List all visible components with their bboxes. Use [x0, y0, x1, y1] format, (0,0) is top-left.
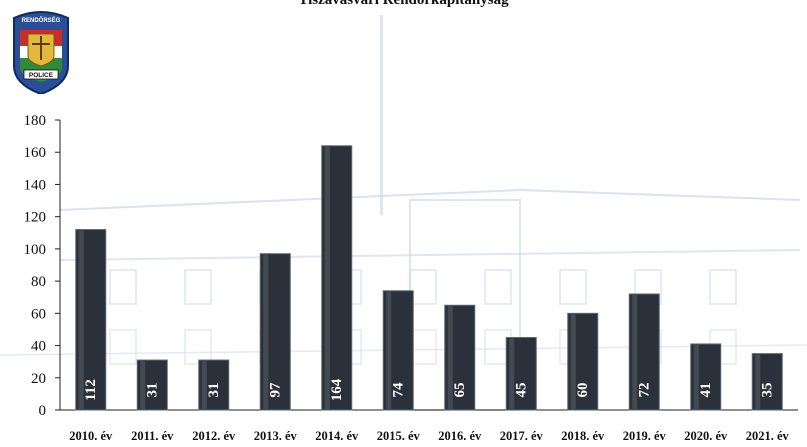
- bar-value-label: 31: [206, 383, 222, 398]
- sketch-window: [709, 269, 737, 305]
- sketch-roofline: [59, 188, 801, 211]
- y-tick-label: 160: [24, 145, 47, 161]
- bar-highlight: [78, 230, 84, 409]
- x-tick-label: 2011. év: [131, 429, 174, 443]
- bar-value-label: 31: [144, 383, 160, 398]
- bar-highlight: [140, 361, 146, 409]
- bar: [382, 290, 414, 411]
- bar-highlight: [632, 295, 638, 409]
- bar-highlight: [386, 291, 392, 409]
- x-tick-label: 2020. év: [684, 429, 728, 443]
- x-tick-label: 2016. év: [438, 429, 482, 443]
- bar: [444, 304, 476, 411]
- bar-value-label: 65: [452, 383, 468, 398]
- sketch-window: [409, 269, 437, 305]
- y-tick-label: 40: [31, 339, 46, 355]
- y-tick-label: 120: [24, 210, 47, 226]
- bar-value-label: 41: [698, 383, 714, 398]
- y-axis-labels: 0 20 40 60 80 100 120 140 160 180: [24, 113, 47, 419]
- bar-highlight: [263, 254, 269, 409]
- bar-highlight: [755, 354, 761, 409]
- x-tick-label: 2019. év: [623, 429, 667, 443]
- bar-series: 112 31 31 97 164 74 65 45 60 72 41 35: [75, 145, 783, 411]
- bar: [198, 359, 230, 411]
- bar: [628, 293, 660, 411]
- bar-value-label: 74: [390, 382, 406, 398]
- bar-value-label: 164: [329, 378, 345, 401]
- bar-value-label: 45: [513, 383, 529, 398]
- svg-text:RENDŐRSÉG: RENDŐRSÉG: [22, 16, 61, 24]
- bar: [567, 312, 599, 411]
- police-logo: RENDŐRSÉG POLICE: [13, 11, 69, 94]
- sketch-window: [184, 329, 212, 365]
- x-tick-label: 2010. év: [69, 429, 113, 443]
- bar: [321, 145, 353, 411]
- x-tick-label: 2012. év: [192, 429, 236, 443]
- bar: [136, 359, 168, 411]
- sketch-window: [109, 329, 137, 365]
- y-tick-label: 180: [24, 113, 47, 129]
- sketch-window: [109, 269, 137, 305]
- bar-highlight: [509, 338, 515, 409]
- x-axis-labels: 2010. év 2011. év 2012. év 2013. év 2014. év…: [69, 429, 789, 443]
- bar-highlight: [201, 361, 207, 409]
- sketch-window: [559, 269, 587, 305]
- bar-value-label: 60: [575, 383, 591, 398]
- bar-highlight: [447, 306, 453, 409]
- chart-axes: [55, 119, 798, 411]
- sketch-window: [184, 269, 212, 305]
- x-tick-label: 2018. év: [561, 429, 605, 443]
- bar-value-label: 72: [636, 383, 652, 398]
- y-tick-label: 60: [31, 306, 46, 322]
- sketch-window: [484, 269, 512, 305]
- bar-highlight: [570, 314, 576, 409]
- bar-value-label: 97: [267, 382, 283, 398]
- y-tick-label: 80: [31, 274, 46, 290]
- bar: [259, 253, 291, 411]
- x-tick-label: 2013. év: [254, 429, 298, 443]
- x-tick-label: 2017. év: [500, 429, 544, 443]
- svg-text:POLICE: POLICE: [29, 72, 54, 79]
- x-tick-label: 2014. év: [315, 429, 359, 443]
- y-tick-label: 0: [39, 403, 47, 419]
- bar-highlight: [693, 344, 699, 409]
- bar-value-label: 112: [83, 379, 99, 401]
- sketch-window: [409, 329, 437, 365]
- sketch-cornice: [59, 249, 801, 261]
- x-tick-label: 2021. év: [746, 429, 790, 443]
- bar: [751, 353, 783, 411]
- sketch-mast: [380, 15, 383, 215]
- x-tick-label: 2015. év: [377, 429, 421, 443]
- chart-title: Tiszavasvári Rendőrkapitányság: [298, 0, 509, 8]
- bar: [690, 343, 722, 411]
- bar: [505, 337, 537, 411]
- y-tick-label: 140: [24, 177, 47, 193]
- bar: [75, 229, 107, 411]
- bar-highlight: [324, 146, 330, 409]
- y-tick-label: 100: [24, 242, 47, 258]
- y-tick-label: 20: [31, 371, 46, 387]
- bar-value-label: 35: [759, 383, 775, 398]
